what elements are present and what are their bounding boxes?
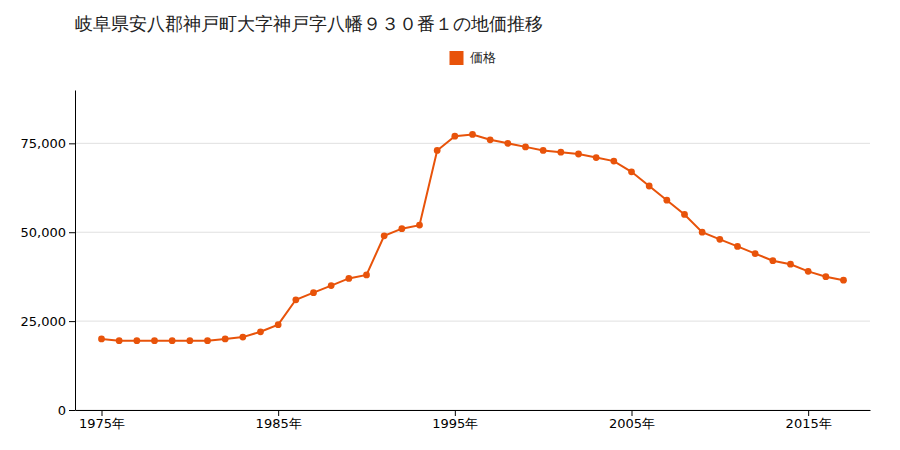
- x-tick: 1985年: [256, 410, 302, 431]
- point: [239, 334, 246, 341]
- point: [169, 337, 176, 344]
- point: [522, 144, 529, 151]
- point: [699, 229, 706, 236]
- point: [275, 321, 282, 328]
- y-tick: 50,000: [21, 225, 76, 240]
- point: [398, 225, 405, 232]
- point: [787, 261, 794, 268]
- x-tick-label: 2015年: [786, 416, 832, 431]
- y-tick-label: 75,000: [21, 136, 67, 151]
- x-tick-mark: [102, 410, 103, 416]
- y-axis-line: [75, 91, 76, 411]
- plot: 1975年 1985年 1995年 2005年 2015年 0 25,000 50,000 75…: [21, 91, 871, 432]
- point: [222, 336, 229, 343]
- y-tick: 0: [58, 403, 75, 418]
- point: [593, 154, 600, 161]
- point: [310, 289, 317, 296]
- x-tick-mark: [455, 410, 456, 416]
- point: [469, 131, 476, 138]
- point: [487, 136, 494, 143]
- y-tick-mark: [69, 232, 75, 233]
- point: [116, 337, 123, 344]
- point: [186, 337, 193, 344]
- point: [663, 197, 670, 204]
- point: [133, 337, 140, 344]
- line: [102, 134, 844, 340]
- point: [610, 158, 617, 165]
- y-tick: 75,000: [21, 136, 76, 151]
- x-tick-label: 1985年: [256, 416, 302, 431]
- x-tick: 1975年: [79, 410, 125, 431]
- point: [840, 277, 847, 284]
- legend-item: 価格: [450, 50, 496, 65]
- point: [557, 149, 564, 156]
- point: [716, 236, 723, 243]
- point: [345, 275, 352, 282]
- point: [98, 336, 105, 343]
- x-tick-label: 1995年: [432, 416, 478, 431]
- point: [646, 183, 653, 190]
- point: [451, 133, 458, 140]
- x-tick: 2005年: [609, 410, 655, 431]
- title: 岐阜県安八郡神戸町大字神戸字八幡９３０番１の地価推移: [75, 13, 543, 34]
- point: [805, 268, 812, 275]
- x-tick-label: 1975年: [79, 416, 125, 431]
- y-tick-mark: [69, 410, 75, 411]
- point: [681, 211, 688, 218]
- point: [575, 151, 582, 158]
- point: [151, 337, 158, 344]
- point: [734, 243, 741, 250]
- point: [822, 273, 829, 280]
- point: [769, 257, 776, 264]
- x-tick-label: 2005年: [609, 416, 655, 431]
- point: [363, 272, 370, 279]
- point: [752, 250, 759, 257]
- point: [504, 140, 511, 147]
- x-tick: 1995年: [432, 410, 478, 431]
- legend: 価格: [450, 50, 496, 65]
- grid-line: [75, 143, 870, 144]
- x-tick-mark: [808, 410, 809, 416]
- y-grid: [75, 143, 870, 410]
- y-tick-mark: [69, 321, 75, 322]
- y-tick-label: 0: [58, 403, 66, 418]
- grid-line: [75, 410, 870, 411]
- point: [328, 282, 335, 289]
- x-tick-mark: [632, 410, 633, 416]
- x-axis: 1975年 1985年 1995年 2005年 2015年: [76, 410, 871, 431]
- legend-swatch: [450, 51, 464, 65]
- point: [416, 222, 423, 229]
- legend-label: 価格: [470, 50, 496, 65]
- y-tick: 25,000: [21, 314, 76, 329]
- point: [292, 296, 299, 303]
- point: [434, 147, 441, 154]
- point: [628, 168, 635, 175]
- point: [540, 147, 547, 154]
- grid-line: [75, 232, 870, 233]
- grid-line: [75, 321, 870, 322]
- y-tick-label: 25,000: [21, 314, 67, 329]
- point: [381, 232, 388, 239]
- point: [204, 337, 211, 344]
- point: [257, 328, 264, 335]
- y-tick-label: 50,000: [21, 225, 67, 240]
- chart: 岐阜県安八郡神戸町大字神戸字八幡９３０番１の地価推移 1975年 1985年 1995…: [0, 0, 900, 450]
- marks: [98, 131, 847, 344]
- x-axis-line: [76, 410, 871, 411]
- x-tick: 2015年: [786, 410, 832, 431]
- y-axis: 0 25,000 50,000 75,000: [21, 91, 76, 418]
- points: [98, 131, 847, 344]
- y-tick-mark: [69, 143, 75, 144]
- x-tick-mark: [278, 410, 279, 416]
